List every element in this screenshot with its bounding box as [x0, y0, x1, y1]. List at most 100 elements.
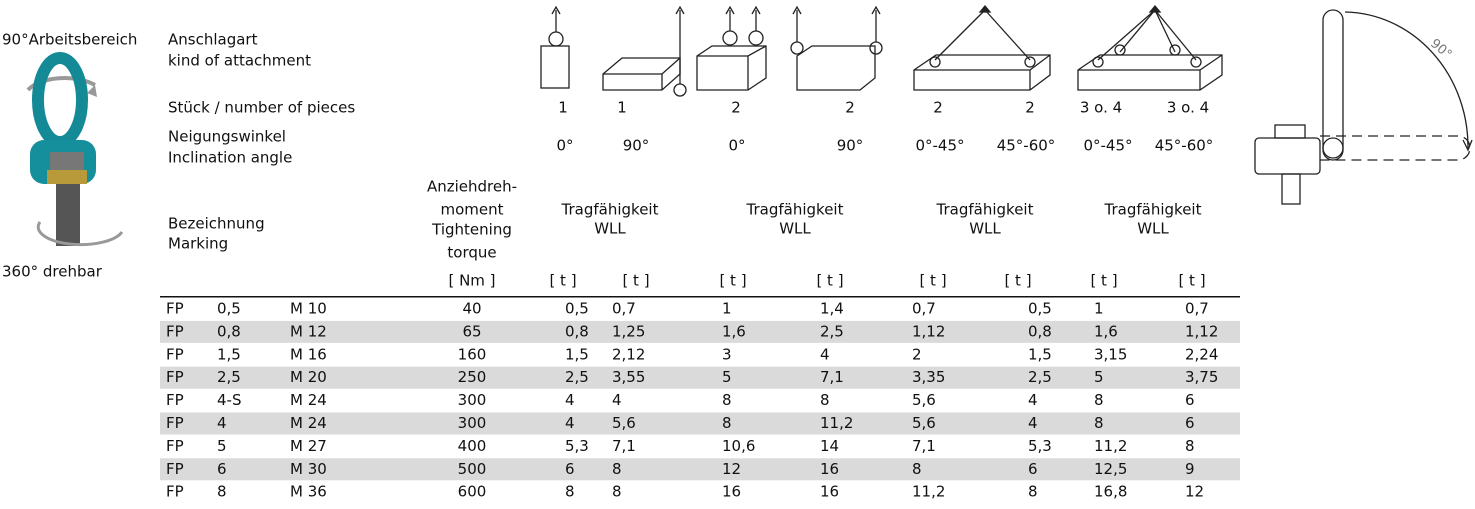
table-cell: 1,5 [565, 345, 589, 363]
table-cell: M 12 [290, 322, 327, 340]
working-range-label: 90°Arbeitsbereich [2, 31, 137, 49]
page: 90°Arbeitsbereich360° drehbar90°Anschlag… [0, 0, 1475, 509]
table-cell: 0,8 [217, 322, 241, 340]
table-cell: 2,5 [1028, 368, 1052, 386]
table-cell: 2,12 [612, 345, 645, 363]
table-cell: M 30 [290, 460, 327, 478]
table-cell: 4-S [217, 391, 241, 409]
capacity-label: Tragfähigkeit [746, 201, 844, 219]
table-cell: 5,6 [912, 391, 936, 409]
table-cell: 1,6 [722, 322, 746, 340]
attachment-sketches [541, 6, 1222, 96]
table-cell: 12 [722, 460, 741, 478]
table-cell: M 36 [290, 483, 327, 501]
table-cell: 3 [722, 345, 732, 363]
capacity-label: Tragfähigkeit [1104, 201, 1202, 219]
table-cell: 5,6 [912, 414, 936, 432]
table-cell: 11,2 [1094, 437, 1127, 455]
table-cell: 4 [217, 414, 227, 432]
inclination-angle: 45°-60° [997, 137, 1056, 155]
table-cell: 8 [820, 391, 830, 409]
table-cell: 400 [458, 437, 487, 455]
torque-label: torque [447, 244, 496, 262]
table-cell: 1,6 [1094, 322, 1118, 340]
table-cell: 14 [820, 437, 839, 455]
table-cell: 12,5 [1094, 460, 1127, 478]
table-cell: 6 [1185, 391, 1195, 409]
table-cell: FP [166, 322, 184, 340]
table-cell: 0,5 [1028, 300, 1052, 318]
capacity-label: WLL [1137, 220, 1169, 238]
table-cell: 6 [565, 460, 575, 478]
attachment-label: Anschlagart [168, 31, 258, 49]
inclination-angle: 0°-45° [1083, 137, 1132, 155]
table-cell: 3,75 [1185, 368, 1218, 386]
table-cell: 8 [612, 483, 622, 501]
table-cell: FP [166, 460, 184, 478]
table-cell: 0,8 [1028, 322, 1052, 340]
table-cell: M 27 [290, 437, 327, 455]
table-cell: 0,5 [565, 300, 589, 318]
pieces-count: 2 [845, 99, 855, 117]
table-cell: 8 [1028, 483, 1038, 501]
table-cell: M 24 [290, 391, 327, 409]
table-cell: FP [166, 414, 184, 432]
table-cell: 1,12 [1185, 322, 1218, 340]
capacity-label: Tragfähigkeit [561, 201, 659, 219]
header-rule [160, 296, 1240, 298]
inclination-angle: 0° [728, 137, 745, 155]
table-cell: 4 [1028, 391, 1038, 409]
table-cell: 7,1 [612, 437, 636, 455]
table-cell: M 24 [290, 414, 327, 432]
table-cell: 1 [722, 300, 732, 318]
pieces-count: 2 [1025, 99, 1035, 117]
table-cell: 8 [1185, 437, 1195, 455]
marking-label: Bezeichnung [168, 215, 265, 233]
table-cell: 5 [722, 368, 732, 386]
table-cell: FP [166, 300, 184, 318]
table-cell: M 10 [290, 300, 327, 318]
capacity-label: Tragfähigkeit [936, 201, 1034, 219]
table-cell: 9 [1185, 460, 1195, 478]
table-cell: 4 [565, 414, 575, 432]
table-cell: FP [166, 483, 184, 501]
table-cell: 250 [458, 368, 487, 386]
table-cell: 5,3 [1028, 437, 1052, 455]
torque-label: moment [440, 201, 503, 219]
table-cell: 1,4 [820, 300, 844, 318]
rotation-label: 360° drehbar [2, 263, 103, 281]
unit-label: [ t ] [1178, 272, 1205, 290]
attachment-label: kind of attachment [168, 52, 311, 70]
table-cell: FP [166, 368, 184, 386]
table-cell: 1,25 [612, 322, 645, 340]
table-cell: 65 [462, 322, 481, 340]
table-cell: 300 [458, 391, 487, 409]
angle-label: Inclination angle [168, 149, 292, 167]
table-cell: 1,12 [912, 322, 945, 340]
table-cell: M 16 [290, 345, 327, 363]
table-cell: 8 [722, 391, 732, 409]
table-cell: 8 [565, 483, 575, 501]
table-cell: 3,35 [912, 368, 945, 386]
unit-label: [ t ] [1090, 272, 1117, 290]
table-cell: 16 [820, 460, 839, 478]
table-cell: 0,7 [612, 300, 636, 318]
table-cell: 8 [1094, 414, 1104, 432]
table-cell: FP [166, 345, 184, 363]
table-cell: 0,7 [1185, 300, 1209, 318]
pieces-count: 2 [933, 99, 943, 117]
table-cell: 10,6 [722, 437, 755, 455]
table-cell: 6 [1185, 414, 1195, 432]
drawing-angle: 90° [1427, 36, 1454, 62]
table-cell: 1,5 [217, 345, 241, 363]
angle-label: Neigungswinkel [168, 128, 286, 146]
table-cell: 6 [217, 460, 227, 478]
capacity-label: WLL [969, 220, 1001, 238]
table-cell: 8 [912, 460, 922, 478]
pieces-count: 1 [558, 99, 568, 117]
marking-label: Marking [168, 235, 228, 253]
table-cell: 3,55 [612, 368, 645, 386]
pieces-count: 2 [731, 99, 741, 117]
table-cell: 2,24 [1185, 345, 1218, 363]
table-cell: 0,5 [217, 300, 241, 318]
